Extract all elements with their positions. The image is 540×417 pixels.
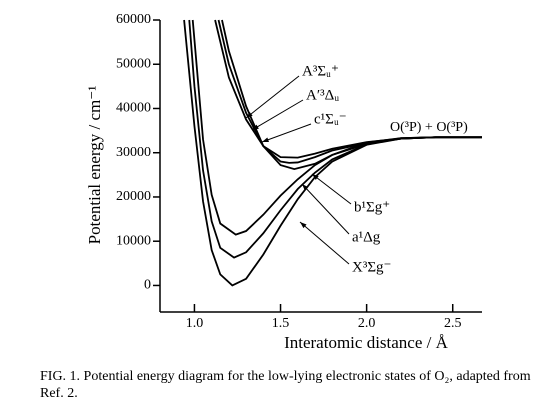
arrow-head: [262, 137, 269, 142]
x-tick-label: 2.0: [358, 316, 376, 331]
arrow: [261, 123, 312, 143]
arrow: [311, 173, 352, 205]
asymptote-label: O(³P) + O(³P): [390, 120, 468, 135]
caption: FIG. 1. Potential energy diagram for the…: [40, 369, 531, 401]
arrow: [251, 99, 304, 131]
curve: [217, 19, 482, 164]
y-axis-label: Potential energy / cm⁻¹: [85, 86, 104, 245]
arrow: [245, 75, 300, 119]
arrow-head: [300, 222, 307, 229]
legend-label: X³Σg⁻: [352, 259, 391, 275]
x-tick-label: 1.5: [272, 316, 290, 331]
y-tick-label: 50000: [116, 56, 151, 71]
y-tick-label: 20000: [116, 189, 151, 204]
curve: [188, 19, 482, 259]
legend-label: a¹Δg: [352, 229, 381, 245]
x-tick-label: 1.0: [186, 316, 204, 331]
legend-label: A³Σᵤ⁺: [302, 63, 339, 79]
x-tick-label: 2.5: [444, 316, 462, 331]
curve: [183, 19, 482, 287]
y-tick-label: 0: [144, 278, 151, 293]
x-axis-label: Interatomic distance / Å: [284, 333, 449, 352]
y-tick-label: 30000: [116, 145, 151, 160]
legend-label: c¹Σᵤ⁻: [314, 111, 347, 127]
chart: Interatomic distance / Å Potential energ…: [85, 12, 482, 352]
y-tick-label: 10000: [116, 233, 151, 248]
legend-label: b¹Σg⁺: [354, 199, 390, 215]
arrow: [301, 183, 350, 235]
arrow: [299, 221, 350, 265]
legend-label: A′³Δᵤ: [306, 87, 339, 103]
arrow-head: [302, 184, 309, 191]
y-tick-label: 60000: [116, 12, 151, 27]
y-tick-label: 40000: [116, 101, 151, 116]
